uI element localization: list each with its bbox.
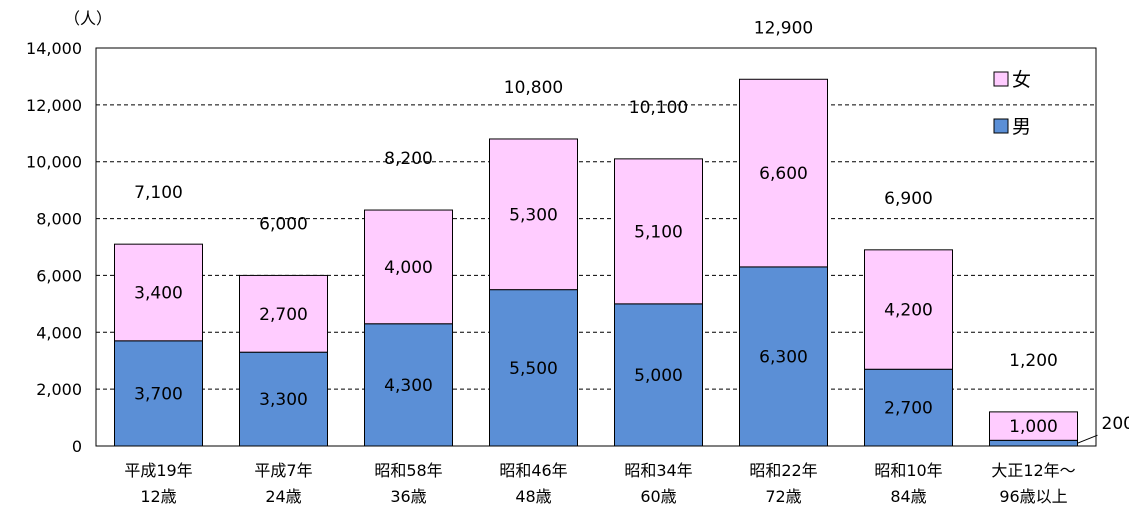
total-label: 6,900	[884, 189, 933, 209]
y-tick-label: 8,000	[36, 210, 82, 229]
bar-segment-male	[114, 340, 203, 447]
data-label-male: 3,700	[134, 384, 183, 404]
x-category-label: 昭和22年	[749, 461, 817, 480]
x-category-label: 昭和46年	[499, 461, 567, 480]
y-tick-label: 0	[72, 437, 82, 456]
y-tick-label: 14,000	[26, 39, 82, 58]
x-category-sublabel: 72歳	[765, 487, 801, 506]
x-category-label: 昭和34年	[624, 461, 692, 480]
x-category-sublabel: 60歳	[640, 487, 676, 506]
data-label-male: 4,300	[384, 376, 433, 396]
data-label-male: 5,000	[634, 366, 683, 386]
data-label-female: 6,600	[759, 164, 808, 184]
bar-segment-male	[864, 368, 953, 447]
data-label-female: 5,100	[634, 222, 683, 242]
y-tick-label: 2,000	[36, 380, 82, 399]
bar-segment-male	[364, 323, 453, 447]
data-label-male: 3,300	[259, 390, 308, 410]
legend-swatch-male	[993, 118, 1009, 134]
bar-segment-female	[239, 274, 328, 353]
x-category-label: 平成7年	[254, 461, 312, 480]
x-category-sublabel: 48歳	[515, 487, 551, 506]
y-tick-label: 4,000	[36, 323, 82, 342]
bar-segment-female	[114, 243, 203, 342]
x-category-label: 昭和10年	[874, 461, 942, 480]
x-category-sublabel: 84歳	[890, 487, 926, 506]
total-label: 8,200	[384, 149, 433, 169]
total-label: 10,800	[504, 78, 563, 98]
data-label-female: 5,300	[509, 205, 558, 225]
legend-swatch-female	[993, 71, 1009, 87]
bar-segment-female	[614, 158, 703, 305]
x-category-label: 平成19年	[124, 461, 192, 480]
data-label-female: 1,000	[1009, 417, 1058, 437]
x-category-sublabel: 24歳	[265, 487, 301, 506]
data-label-female: 2,700	[259, 305, 308, 325]
bar-segment-female	[364, 209, 453, 325]
total-label: 1,200	[1009, 351, 1058, 371]
total-label: 10,100	[629, 98, 688, 118]
y-tick-label: 10,000	[26, 153, 82, 172]
bar-segment-female	[739, 78, 828, 268]
plot-frame	[95, 47, 1097, 447]
bar-segment-male	[989, 439, 1078, 447]
legend-label-female: 女	[1012, 69, 1031, 91]
x-category-label: 大正12年～	[991, 461, 1075, 480]
y-tick-label: 12,000	[26, 96, 82, 115]
bar-segment-male	[489, 289, 578, 447]
data-label-female: 3,400	[134, 283, 183, 303]
total-label: 6,000	[259, 214, 308, 234]
x-category-sublabel: 96歳以上	[999, 487, 1067, 506]
bar-segment-male	[239, 351, 328, 447]
data-label-female: 4,200	[884, 301, 933, 321]
data-label-male: 200	[1102, 414, 1129, 434]
total-label: 7,100	[134, 183, 183, 203]
y-unit-label: （人）	[64, 9, 112, 28]
total-label: 12,900	[754, 18, 813, 38]
x-category-sublabel: 12歳	[140, 487, 176, 506]
x-category-sublabel: 36歳	[390, 487, 426, 506]
y-tick-label: 6,000	[36, 266, 82, 285]
bar-segment-female	[489, 138, 578, 291]
bar-segment-female	[864, 249, 953, 370]
data-label-male: 2,700	[884, 399, 933, 419]
data-label-male: 5,500	[509, 359, 558, 379]
bar-segment-male	[614, 303, 703, 447]
data-label-female: 4,000	[384, 258, 433, 278]
x-category-label: 昭和58年	[374, 461, 442, 480]
legend-label-male: 男	[1012, 116, 1031, 138]
data-label-male: 6,300	[759, 347, 808, 367]
bar-segment-female	[989, 411, 1078, 441]
bar-segment-male	[739, 266, 828, 447]
leader-line	[1077, 434, 1098, 444]
